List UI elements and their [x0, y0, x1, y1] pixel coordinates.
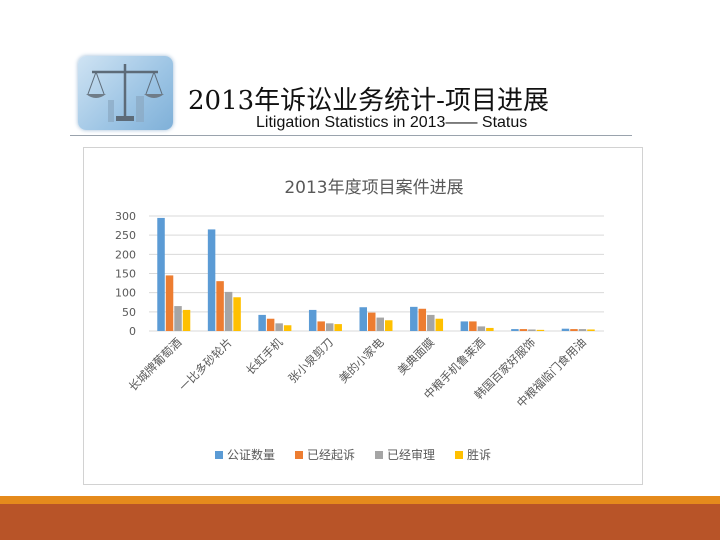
bar	[359, 307, 367, 331]
y-tick-label: 200	[115, 248, 136, 261]
bar	[460, 321, 469, 331]
bar	[385, 320, 393, 331]
bar	[182, 309, 191, 331]
x-tick-label: 一比多砂轮片	[176, 335, 235, 394]
scales-of-justice-icon	[78, 56, 173, 130]
footer-accent-strip	[0, 496, 720, 504]
bar	[469, 321, 477, 331]
bar	[266, 318, 275, 331]
x-tick-label: 长城牌葡萄酒	[126, 335, 185, 394]
bar	[511, 329, 519, 331]
bar	[427, 314, 435, 331]
legend-swatch	[215, 451, 223, 459]
bar	[224, 291, 233, 331]
x-tick-label: 长虹手机	[243, 335, 286, 378]
y-tick-label: 250	[115, 229, 136, 242]
bar	[368, 312, 376, 331]
page-subtitle: Litigation Statistics in 2013—— Status	[256, 114, 528, 131]
bar	[325, 323, 334, 331]
title-divider	[70, 135, 632, 136]
legend-label: 已经审理	[387, 447, 435, 462]
bar	[410, 306, 418, 331]
footer-bar	[0, 504, 720, 540]
bar	[376, 317, 384, 331]
bar	[536, 329, 545, 331]
chart-container: 2013年度项目案件进展 0 50 100 150 200 250 300 长城牌葡萄酒 一比…	[83, 147, 643, 485]
legend-swatch	[295, 451, 303, 459]
bar	[528, 329, 536, 331]
bar	[207, 229, 216, 331]
legend-label: 公证数量	[227, 447, 275, 462]
legend-swatch	[375, 451, 383, 459]
bar	[418, 308, 427, 331]
bar	[486, 327, 494, 331]
legend-label: 胜诉	[467, 447, 491, 462]
bar	[216, 281, 224, 331]
y-tick-label: 300	[115, 210, 136, 223]
bar	[477, 326, 486, 331]
y-tick-label: 50	[122, 306, 136, 319]
bar	[435, 318, 444, 331]
y-tick-label: 0	[129, 325, 136, 338]
legend-swatch	[455, 451, 463, 459]
x-tick-label: 美典面膜	[395, 335, 437, 377]
bar	[233, 297, 241, 331]
bar	[157, 217, 165, 331]
page-title: 2013年诉讼业务统计-项目进展	[188, 86, 549, 116]
bar	[587, 329, 595, 331]
bar	[165, 275, 174, 331]
bar	[283, 325, 292, 331]
x-tick-label: 张小泉剪刀	[286, 335, 337, 386]
bar	[561, 328, 570, 331]
bar	[308, 309, 317, 331]
y-tick-label: 150	[115, 268, 136, 281]
x-tick-label: 美的小家电	[336, 335, 387, 386]
y-tick-label: 100	[115, 287, 136, 300]
bar-chart: 2013年度项目案件进展 0 50 100 150 200 250 300 长城牌葡萄酒一比…	[115, 178, 604, 462]
bar	[275, 323, 283, 331]
bar	[258, 314, 266, 331]
bar	[570, 329, 578, 331]
bar	[317, 321, 325, 331]
bar	[334, 324, 342, 331]
bar	[519, 329, 528, 331]
bar	[578, 329, 587, 331]
legend-label: 已经起诉	[307, 448, 355, 462]
chart-title: 2013年度项目案件进展	[284, 178, 463, 198]
bar	[174, 306, 182, 331]
